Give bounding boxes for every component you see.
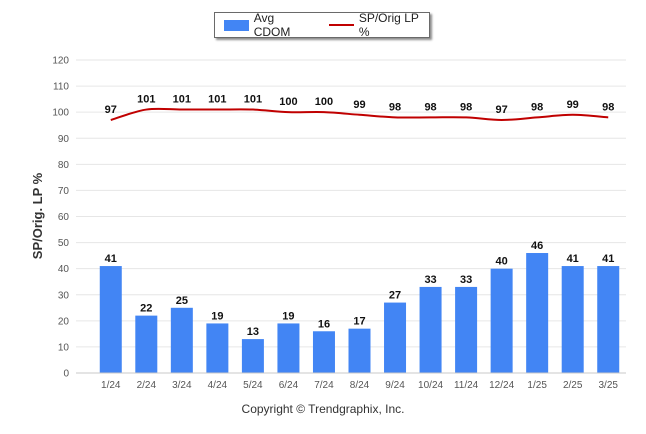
y-tick-label: 60 [58, 212, 70, 223]
bar [561, 266, 584, 373]
line-value-label: 97 [105, 104, 117, 116]
x-tick-label: 5/24 [243, 380, 263, 391]
y-tick-label: 70 [58, 186, 70, 197]
y-tick-label: 110 [53, 82, 69, 93]
x-tick-label: 2/24 [137, 380, 157, 391]
bar [277, 323, 300, 373]
line-value-label: 99 [353, 99, 365, 111]
legend-bar-label: Avg CDOM [253, 11, 291, 39]
bar-value-label: 19 [282, 310, 294, 322]
line-value-label: 98 [602, 101, 614, 113]
legend-bar-swatch [224, 19, 249, 31]
bar [419, 286, 442, 373]
bar-value-label: 27 [389, 290, 401, 302]
x-tick-label: 1/25 [527, 380, 547, 391]
y-tick-label: 0 [63, 369, 69, 380]
legend-item-bar[interactable]: Avg CDOM [224, 11, 311, 39]
legend: Avg CDOM SP/Orig LP % [214, 11, 430, 39]
y-tick-label: 10 [58, 342, 70, 353]
bar-value-label: 22 [140, 303, 152, 315]
bar-value-label: 33 [460, 274, 472, 286]
bar [597, 266, 620, 373]
bar [312, 331, 335, 373]
bar-value-label: 16 [318, 318, 330, 330]
y-tick-label: 120 [52, 56, 69, 67]
bar-value-label: 13 [247, 326, 259, 338]
y-tick-label: 90 [58, 134, 70, 145]
y-tick-label: 80 [58, 160, 70, 171]
y-tick-label: 100 [52, 108, 69, 119]
line-value-label: 99 [567, 99, 579, 111]
copyright-footer: Copyright © Trendgraphix, Inc. [241, 402, 405, 416]
bar [384, 302, 407, 373]
line-value-label: 98 [531, 101, 543, 113]
x-tick-label: 3/25 [598, 380, 618, 391]
y-axis-ticks: 0 10 20 30 40 50 60 70 80 90 100 110 120 [52, 56, 69, 380]
x-tick-label: 1/24 [101, 380, 121, 391]
bar-value-label: 25 [176, 295, 188, 307]
line-value-label: 101 [173, 94, 191, 106]
x-tick-label: 12/24 [489, 380, 514, 391]
y-tick-label: 50 [58, 238, 70, 249]
bar-value-label: 41 [602, 253, 614, 265]
x-tick-label: 11/24 [454, 380, 479, 391]
bar [241, 339, 264, 373]
x-tick-label: 9/24 [385, 380, 405, 391]
x-tick-label: 8/24 [350, 380, 370, 391]
bar [526, 253, 549, 373]
bar [99, 266, 122, 373]
x-tick-label: 7/24 [314, 380, 334, 391]
line-value-label: 98 [424, 101, 436, 113]
bar-value-label: 19 [211, 310, 223, 322]
line-value-label: 97 [496, 104, 508, 116]
x-tick-label: 10/24 [418, 380, 443, 391]
line-path [110, 107, 609, 121]
bar [170, 307, 193, 373]
line-series: 97 101 101 101 101 100 100 99 98 98 98 97 98 99 98 [105, 94, 614, 121]
bar-value-label: 33 [424, 274, 436, 286]
line-value-label: 98 [460, 101, 472, 113]
bar-series: 41 22 25 19 13 19 16 17 27 33 33 40 46 41 41 [99, 240, 620, 373]
bar-value-label: 41 [567, 253, 579, 265]
x-tick-label: 3/24 [172, 380, 192, 391]
bar-value-label: 40 [496, 256, 508, 268]
bar [206, 323, 229, 373]
y-axis-label: SP/Orig. LP % [30, 172, 45, 259]
legend-line-swatch [329, 24, 354, 26]
gridlines [76, 59, 626, 348]
x-axis-ticks: 1/24 2/24 3/24 4/24 5/24 6/24 7/24 8/24 9/24 10/2… [101, 380, 618, 391]
line-value-label: 101 [137, 94, 155, 106]
bar [455, 286, 478, 373]
legend-item-line[interactable]: SP/Orig LP % [329, 11, 429, 39]
y-tick-label: 30 [58, 290, 70, 301]
bar-value-label: 17 [353, 316, 365, 328]
line-value-label: 100 [315, 96, 333, 108]
line-value-label: 98 [389, 101, 401, 113]
y-tick-label: 20 [58, 316, 70, 327]
x-tick-label: 6/24 [279, 380, 299, 391]
x-tick-label: 2/25 [563, 380, 583, 391]
y-tick-label: 40 [58, 264, 70, 275]
line-value-label: 100 [279, 96, 297, 108]
x-tick-label: 4/24 [208, 380, 228, 391]
bar [490, 268, 513, 373]
bar [348, 328, 371, 373]
bar [135, 315, 158, 373]
line-value-label: 101 [208, 94, 226, 106]
line-value-label: 101 [244, 94, 262, 106]
bar-value-label: 46 [531, 240, 543, 252]
bar-value-label: 41 [105, 253, 117, 265]
legend-line-label: SP/Orig LP % [358, 11, 419, 39]
